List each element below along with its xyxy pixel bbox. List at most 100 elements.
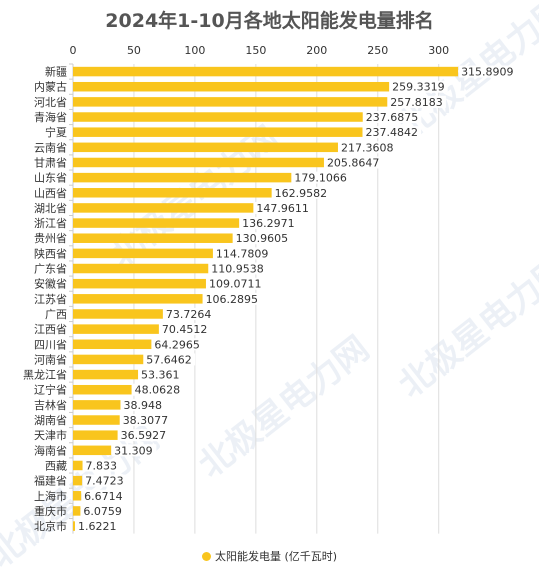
category-label: 甘肃省 <box>34 156 67 169</box>
bar <box>73 491 82 501</box>
data-label: 179.1066 <box>294 172 347 185</box>
category-label: 山东省 <box>34 172 67 185</box>
data-label: 6.6714 <box>84 490 123 503</box>
bar <box>73 400 121 410</box>
data-label-bg <box>139 368 184 381</box>
bar <box>73 460 83 471</box>
bar <box>73 384 132 395</box>
bar <box>73 142 338 153</box>
bar <box>73 521 75 531</box>
category-label: 湖南省 <box>34 414 67 427</box>
data-label: 259.3319 <box>392 81 445 94</box>
bar <box>73 369 139 380</box>
bar <box>73 430 118 440</box>
data-label-bg <box>144 353 196 366</box>
category-label: 安徽省 <box>34 277 67 291</box>
category-label: 内蒙古 <box>34 80 67 94</box>
legend-label: 太阳能发电量 (亿千瓦时) <box>214 550 338 563</box>
category-label: 陕西省 <box>34 246 67 260</box>
data-label: 48.0628 <box>135 384 181 397</box>
data-label: 217.3608 <box>341 141 394 154</box>
data-label: 109.0711 <box>209 278 262 291</box>
data-label-bg <box>121 398 166 411</box>
bar <box>73 97 388 107</box>
category-label: 吉林省 <box>34 398 67 412</box>
data-label-bg <box>240 217 298 230</box>
data-label-bg <box>390 80 448 93</box>
data-label-bg <box>254 201 312 214</box>
bar <box>73 309 163 319</box>
data-label-bg <box>112 444 157 457</box>
x-tick-label: 300 <box>428 44 449 57</box>
data-label: 237.6875 <box>366 111 419 124</box>
data-label: 136.2971 <box>242 217 295 230</box>
data-label-bg <box>152 338 204 351</box>
data-label-bg <box>209 262 267 275</box>
category-label: 广东省 <box>34 263 67 276</box>
x-tick-label: 100 <box>184 44 205 57</box>
data-label-bg <box>159 323 211 336</box>
category-label: 浙江省 <box>34 217 67 230</box>
bar <box>73 263 209 274</box>
data-label-bg <box>82 489 127 502</box>
bar <box>73 339 152 350</box>
data-label: 205.8647 <box>327 156 380 169</box>
category-label: 河南省 <box>34 353 67 366</box>
category-label: 福建省 <box>34 474 67 488</box>
bar <box>73 506 81 516</box>
data-label: 7.4723 <box>85 475 124 488</box>
x-tick-label: 250 <box>367 44 388 57</box>
category-label: 山西省 <box>34 187 67 200</box>
category-label: 广西 <box>45 308 67 321</box>
bar <box>73 203 254 213</box>
bar <box>73 475 83 486</box>
bar <box>73 248 213 259</box>
data-label-bg <box>272 186 331 199</box>
data-label: 73.7264 <box>166 308 212 321</box>
data-label: 38.3077 <box>123 414 169 427</box>
data-label-bg <box>132 383 184 396</box>
x-tick-label: 150 <box>245 44 266 57</box>
data-label-bg <box>120 414 172 427</box>
data-label: 110.9538 <box>211 263 264 276</box>
data-label: 36.5927 <box>121 429 167 442</box>
bar <box>73 172 292 183</box>
data-label: 1.6221 <box>78 520 117 533</box>
bar <box>73 415 120 425</box>
category-label: 贵州省 <box>34 232 67 245</box>
data-label-bg <box>233 232 292 245</box>
bar <box>73 445 112 456</box>
data-label-bg <box>213 247 272 260</box>
chart-title: 2024年1-10月各地太阳能发电量排名 <box>105 10 434 32</box>
category-label: 西藏 <box>45 459 67 472</box>
bar <box>73 188 272 198</box>
data-label: 114.7809 <box>216 247 268 260</box>
x-tick-label: 50 <box>127 44 141 57</box>
category-label: 北京市 <box>34 519 67 533</box>
bar <box>73 127 363 137</box>
category-label: 云南省 <box>34 141 67 154</box>
x-tick-label: 200 <box>306 44 327 57</box>
category-label: 青海省 <box>34 110 67 124</box>
data-label-bg <box>81 504 126 517</box>
data-label-bg <box>324 156 383 169</box>
data-label-bg <box>292 171 350 184</box>
data-label-bg <box>363 111 422 124</box>
bar <box>73 66 459 77</box>
category-label: 辽宁省 <box>34 383 67 397</box>
bar <box>73 354 144 365</box>
data-label-bg <box>459 65 517 78</box>
bar <box>73 294 203 304</box>
category-label: 天津市 <box>34 428 67 442</box>
data-label: 106.2895 <box>206 293 259 306</box>
bar <box>73 157 324 168</box>
data-label-bg <box>118 429 170 442</box>
category-label: 重庆市 <box>34 504 67 518</box>
category-label: 江苏省 <box>34 293 67 306</box>
data-label: 7.833 <box>86 459 118 472</box>
bar <box>73 324 159 334</box>
bar <box>73 233 233 243</box>
data-label: 70.4512 <box>162 323 208 336</box>
data-label: 53.361 <box>141 369 180 382</box>
